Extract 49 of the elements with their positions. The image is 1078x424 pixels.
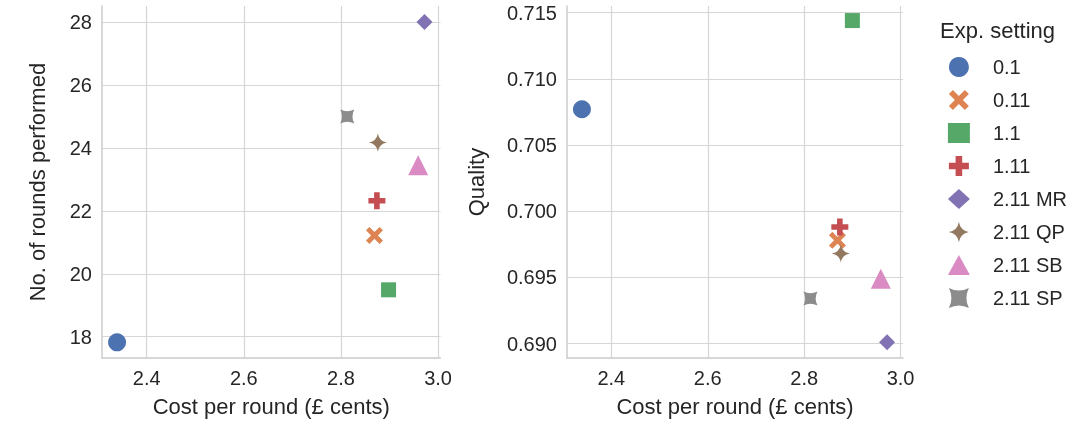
point <box>381 282 397 298</box>
y-tick-label: 26 <box>69 73 92 96</box>
point <box>870 268 891 289</box>
y-tick-label: 0.715 <box>506 1 557 24</box>
x-tick-label: 3.0 <box>886 367 915 390</box>
x-tick-label: 2.6 <box>229 367 258 390</box>
y-tick-label: 28 <box>69 11 92 34</box>
x-tick-label: 2.8 <box>790 367 819 390</box>
x-tick-label: 2.8 <box>327 367 355 390</box>
y-tick-label: 22 <box>69 199 92 222</box>
x-tick-label: 2.4 <box>132 367 161 390</box>
point <box>844 13 860 29</box>
x-axis-title: Cost per round (£ cents) <box>616 393 854 419</box>
point <box>368 133 387 152</box>
legend-label: 0.1 <box>992 56 1021 78</box>
y-axis-title: No. of rounds performed <box>24 62 50 302</box>
point <box>108 333 127 352</box>
x-tick-label: 2.4 <box>597 367 626 390</box>
legend-label: 2.11 SP <box>992 287 1063 309</box>
y-tick-label: 18 <box>69 325 92 348</box>
point <box>831 218 849 236</box>
point <box>408 155 429 176</box>
point <box>368 192 386 210</box>
point <box>803 291 818 306</box>
x-tick-label: 3.0 <box>424 367 452 390</box>
x-axis-title: Cost per round (£ cents) <box>152 393 390 419</box>
y-axis-title: Quality <box>463 147 489 217</box>
point <box>365 226 383 244</box>
legend-label: 0.11 <box>992 89 1031 111</box>
legend-label: 2.11 SB <box>992 254 1063 276</box>
point <box>828 231 846 249</box>
point <box>340 109 355 124</box>
point <box>879 334 896 351</box>
legend-label: 2.11 MR <box>992 188 1068 210</box>
y-tick-label: 24 <box>69 136 92 159</box>
x-tick-label: 2.6 <box>693 367 722 390</box>
y-tick-label: 0.690 <box>506 332 557 355</box>
legend-label: 2.11 QP <box>992 221 1065 243</box>
y-tick-label: 20 <box>69 262 92 285</box>
y-tick-label: 0.710 <box>506 67 557 90</box>
legend-title: Exp. setting <box>940 17 1055 43</box>
point <box>831 244 850 263</box>
point <box>416 14 433 31</box>
legend-label: 1.11 <box>992 155 1031 177</box>
y-tick-label: 0.705 <box>506 133 557 156</box>
legend-label: 1.1 <box>992 122 1021 144</box>
y-tick-label: 0.700 <box>506 200 557 223</box>
point <box>572 100 591 119</box>
y-tick-label: 0.695 <box>506 266 557 289</box>
